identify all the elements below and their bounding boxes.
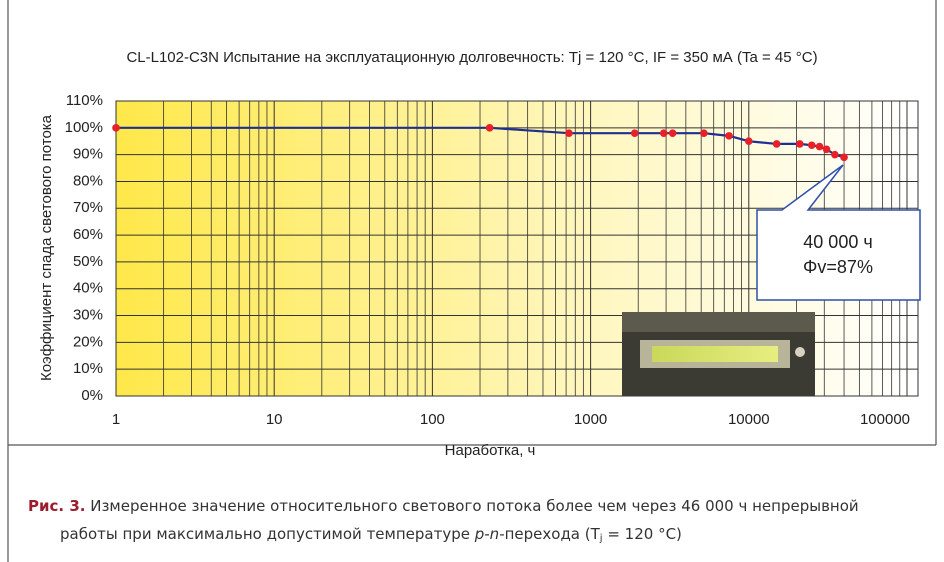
x-tick-label: 100000 [860,411,910,428]
x-tick-label: 1 [112,411,120,428]
x-tick-label: 10000 [728,411,770,428]
caption-text: работы при максимально допустимой темпер… [60,525,475,543]
y-tick-label: 60% [73,226,103,243]
point [773,140,781,148]
caption-label: Рис. 3. [28,497,85,515]
point [669,129,677,137]
point [486,124,494,132]
photo-band [622,312,815,332]
caption-text: Измеренное значение относительного свето… [90,497,858,515]
point [840,154,848,162]
point [816,143,824,151]
y-tick-label: 50% [73,253,103,270]
y-tick-label: 70% [73,199,103,216]
led [652,346,778,362]
x-tick-label: 10 [266,411,283,428]
chart: CL-L102-C3N Испытание на эксплуатационну… [0,0,944,562]
point [745,137,753,145]
annotation: Φv=87% [803,257,873,277]
caption-italic: p-n [474,525,499,543]
point [725,132,733,140]
y-tick-label: 110% [66,92,103,109]
chart-title: CL-L102-C3N Испытание на эксплуатационну… [126,49,817,66]
x-axis-label: Наработка, ч [445,442,536,459]
caption-text: -перехода (T [499,525,600,543]
caption-text: = 120 °C) [603,525,682,543]
point [808,141,816,149]
page: CL-L102-C3N Испытание на эксплуатационну… [0,0,944,562]
annotation: 40 000 ч [803,232,872,252]
caption-line: Рис. 3. Измеренное значение относительно… [28,497,859,515]
led-pad [795,347,805,357]
y-axis-label: Коэффициент спада светового потока [38,114,55,381]
point [823,145,831,153]
y-tick-label: 100% [65,119,103,136]
point [660,129,668,137]
y-tick-label: 20% [73,333,103,350]
y-tick-label: 30% [73,307,103,324]
y-tick-label: 40% [73,280,103,297]
y-tick-label: 90% [73,146,103,163]
point [631,129,639,137]
y-tick-label: 0% [81,387,103,404]
point [565,129,573,137]
x-tick-label: 100 [420,411,445,428]
point [796,140,804,148]
point [112,124,120,132]
photo [622,312,815,396]
x-tick-label: 1000 [574,411,607,428]
point [831,151,839,159]
y-tick-label: 10% [73,360,103,377]
caption-line: работы при максимально допустимой темпер… [60,525,682,545]
y-tick-label: 80% [73,172,103,189]
point [700,129,708,137]
